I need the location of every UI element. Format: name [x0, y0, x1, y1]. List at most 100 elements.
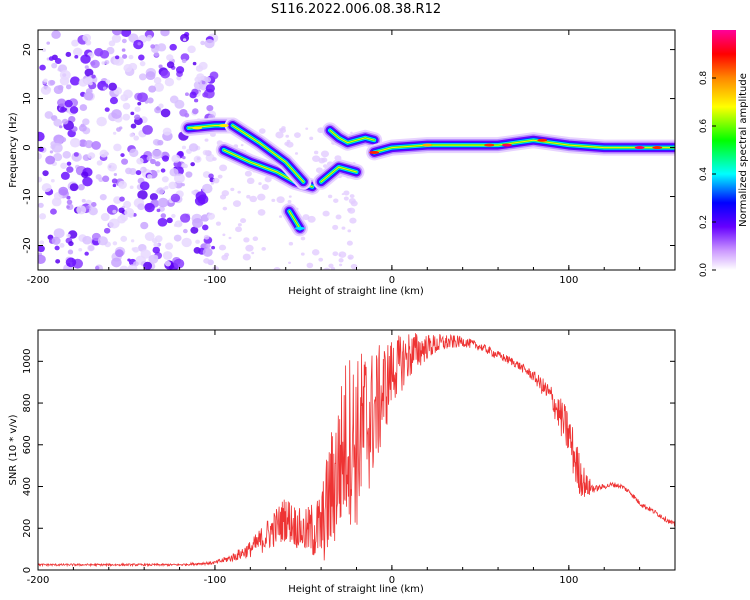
speckle-blob: [201, 183, 213, 194]
speckle-blob: [84, 65, 89, 70]
snr-x-ticks: -200 -100 0 100: [27, 330, 676, 586]
speckle-blob: [240, 144, 244, 147]
colorbar-tick-label: 0.6: [699, 119, 709, 134]
speckle-blob: [146, 37, 152, 42]
speckle-blob: [347, 229, 352, 233]
speckle-blob: [150, 44, 156, 49]
speckle-blob: [245, 244, 254, 252]
speckle-blob: [109, 96, 118, 105]
speckle-blob: [73, 152, 79, 157]
speckle-blob: [104, 107, 110, 112]
snr-y-ticks: 0 200 400 600 800 1000: [22, 349, 675, 573]
speckle-blob: [144, 202, 155, 213]
speckle-blob: [84, 68, 94, 77]
speckle-blob: [148, 85, 157, 93]
speckle-blob: [346, 240, 353, 246]
speckle-blob: [96, 116, 107, 127]
speckle-blob: [205, 243, 211, 249]
speckle-blob: [347, 207, 356, 214]
speckle-blob: [257, 209, 266, 216]
ridge-hotspot: [422, 143, 433, 147]
speckle-blob: [145, 71, 156, 81]
speckle-blob: [288, 241, 294, 246]
speckle-blob: [51, 62, 58, 69]
speckle-blob: [157, 217, 168, 227]
speckle-blob: [328, 263, 334, 268]
speckle-blob: [84, 140, 94, 149]
speckle-blob: [46, 87, 52, 92]
y-tick-label: 1000: [22, 349, 33, 374]
speckle-blob: [281, 126, 286, 130]
speckle-blob: [350, 200, 358, 207]
speckle-blob: [54, 245, 60, 251]
speckle-blob: [111, 34, 122, 43]
speckle-blob: [57, 98, 67, 107]
speckle-blob: [83, 91, 94, 101]
speckle-blob: [88, 207, 98, 216]
speckle-blob: [42, 48, 47, 52]
speckle-blob: [192, 61, 197, 66]
speckle-blob: [64, 99, 73, 108]
speckle-blob: [117, 180, 127, 189]
speckle-blob: [181, 58, 187, 64]
speckle-blob: [50, 208, 57, 215]
speckle-blob: [249, 195, 258, 203]
y-tick-label: 400: [22, 477, 33, 496]
speckle-blob: [139, 61, 146, 67]
speckle-blob: [193, 80, 204, 90]
speckle-blob: [201, 80, 206, 85]
x-tick-label: -200: [27, 275, 50, 286]
speckle-blob: [208, 173, 214, 179]
speckle-blob: [202, 92, 209, 98]
speckle-blob: [137, 190, 148, 200]
speckle-blob: [212, 177, 220, 184]
speckle-blob: [202, 247, 213, 257]
snr-y-axis-label: SNR (10 * v/v): [8, 414, 19, 485]
speckle-blob: [82, 235, 92, 245]
x-tick-label: 100: [559, 575, 578, 586]
snr-series-line: [38, 333, 675, 568]
speckle-blob: [113, 143, 122, 152]
speckle-blob: [168, 181, 177, 190]
speckle-blob: [121, 48, 126, 52]
speckle-blob: [206, 104, 214, 112]
speckle-blob: [232, 200, 242, 207]
speckle-blob: [87, 244, 95, 252]
speckle-blob: [194, 98, 199, 103]
ridge-band: [329, 129, 375, 144]
speckle-blob: [153, 242, 159, 248]
speckle-blob: [286, 141, 294, 148]
speckle-blob: [43, 78, 48, 83]
speckle-blob: [131, 247, 136, 251]
y-tick-label: 800: [22, 393, 33, 412]
speckle-blob: [91, 141, 101, 150]
speckle-blob: [69, 183, 79, 192]
speckle-blob: [182, 156, 186, 160]
speckle-blob: [102, 175, 110, 183]
speckle-blob: [111, 178, 118, 184]
speckle-blob: [177, 150, 184, 157]
speckle-blob: [51, 236, 61, 245]
speckle-blob: [129, 148, 139, 158]
colorbar: 0.0 0.2 0.4 0.6 0.8 Normalized spectral ampl…: [699, 30, 749, 277]
speckle-blob: [123, 200, 132, 209]
speckle-blob: [153, 52, 160, 57]
x-tick-label: -100: [204, 275, 227, 286]
speckle-blob: [273, 267, 281, 270]
speckle-blob: [204, 150, 212, 156]
speckle-blob: [140, 249, 151, 259]
speckle-blob: [88, 81, 93, 86]
speckle-blob: [151, 149, 163, 160]
speckle-blob: [309, 136, 314, 141]
speckle-blob: [142, 124, 153, 135]
speckle-blob: [38, 131, 45, 142]
speckle-blob: [39, 64, 46, 71]
speckle-blob: [258, 182, 262, 186]
speckle-blob: [189, 91, 197, 99]
speckle-blob: [200, 40, 206, 46]
speckle-blob: [121, 158, 129, 165]
speckle-blob: [162, 251, 173, 260]
speckle-blob: [156, 169, 160, 173]
speckle-blob: [38, 254, 46, 264]
speckle-blob: [66, 161, 72, 166]
